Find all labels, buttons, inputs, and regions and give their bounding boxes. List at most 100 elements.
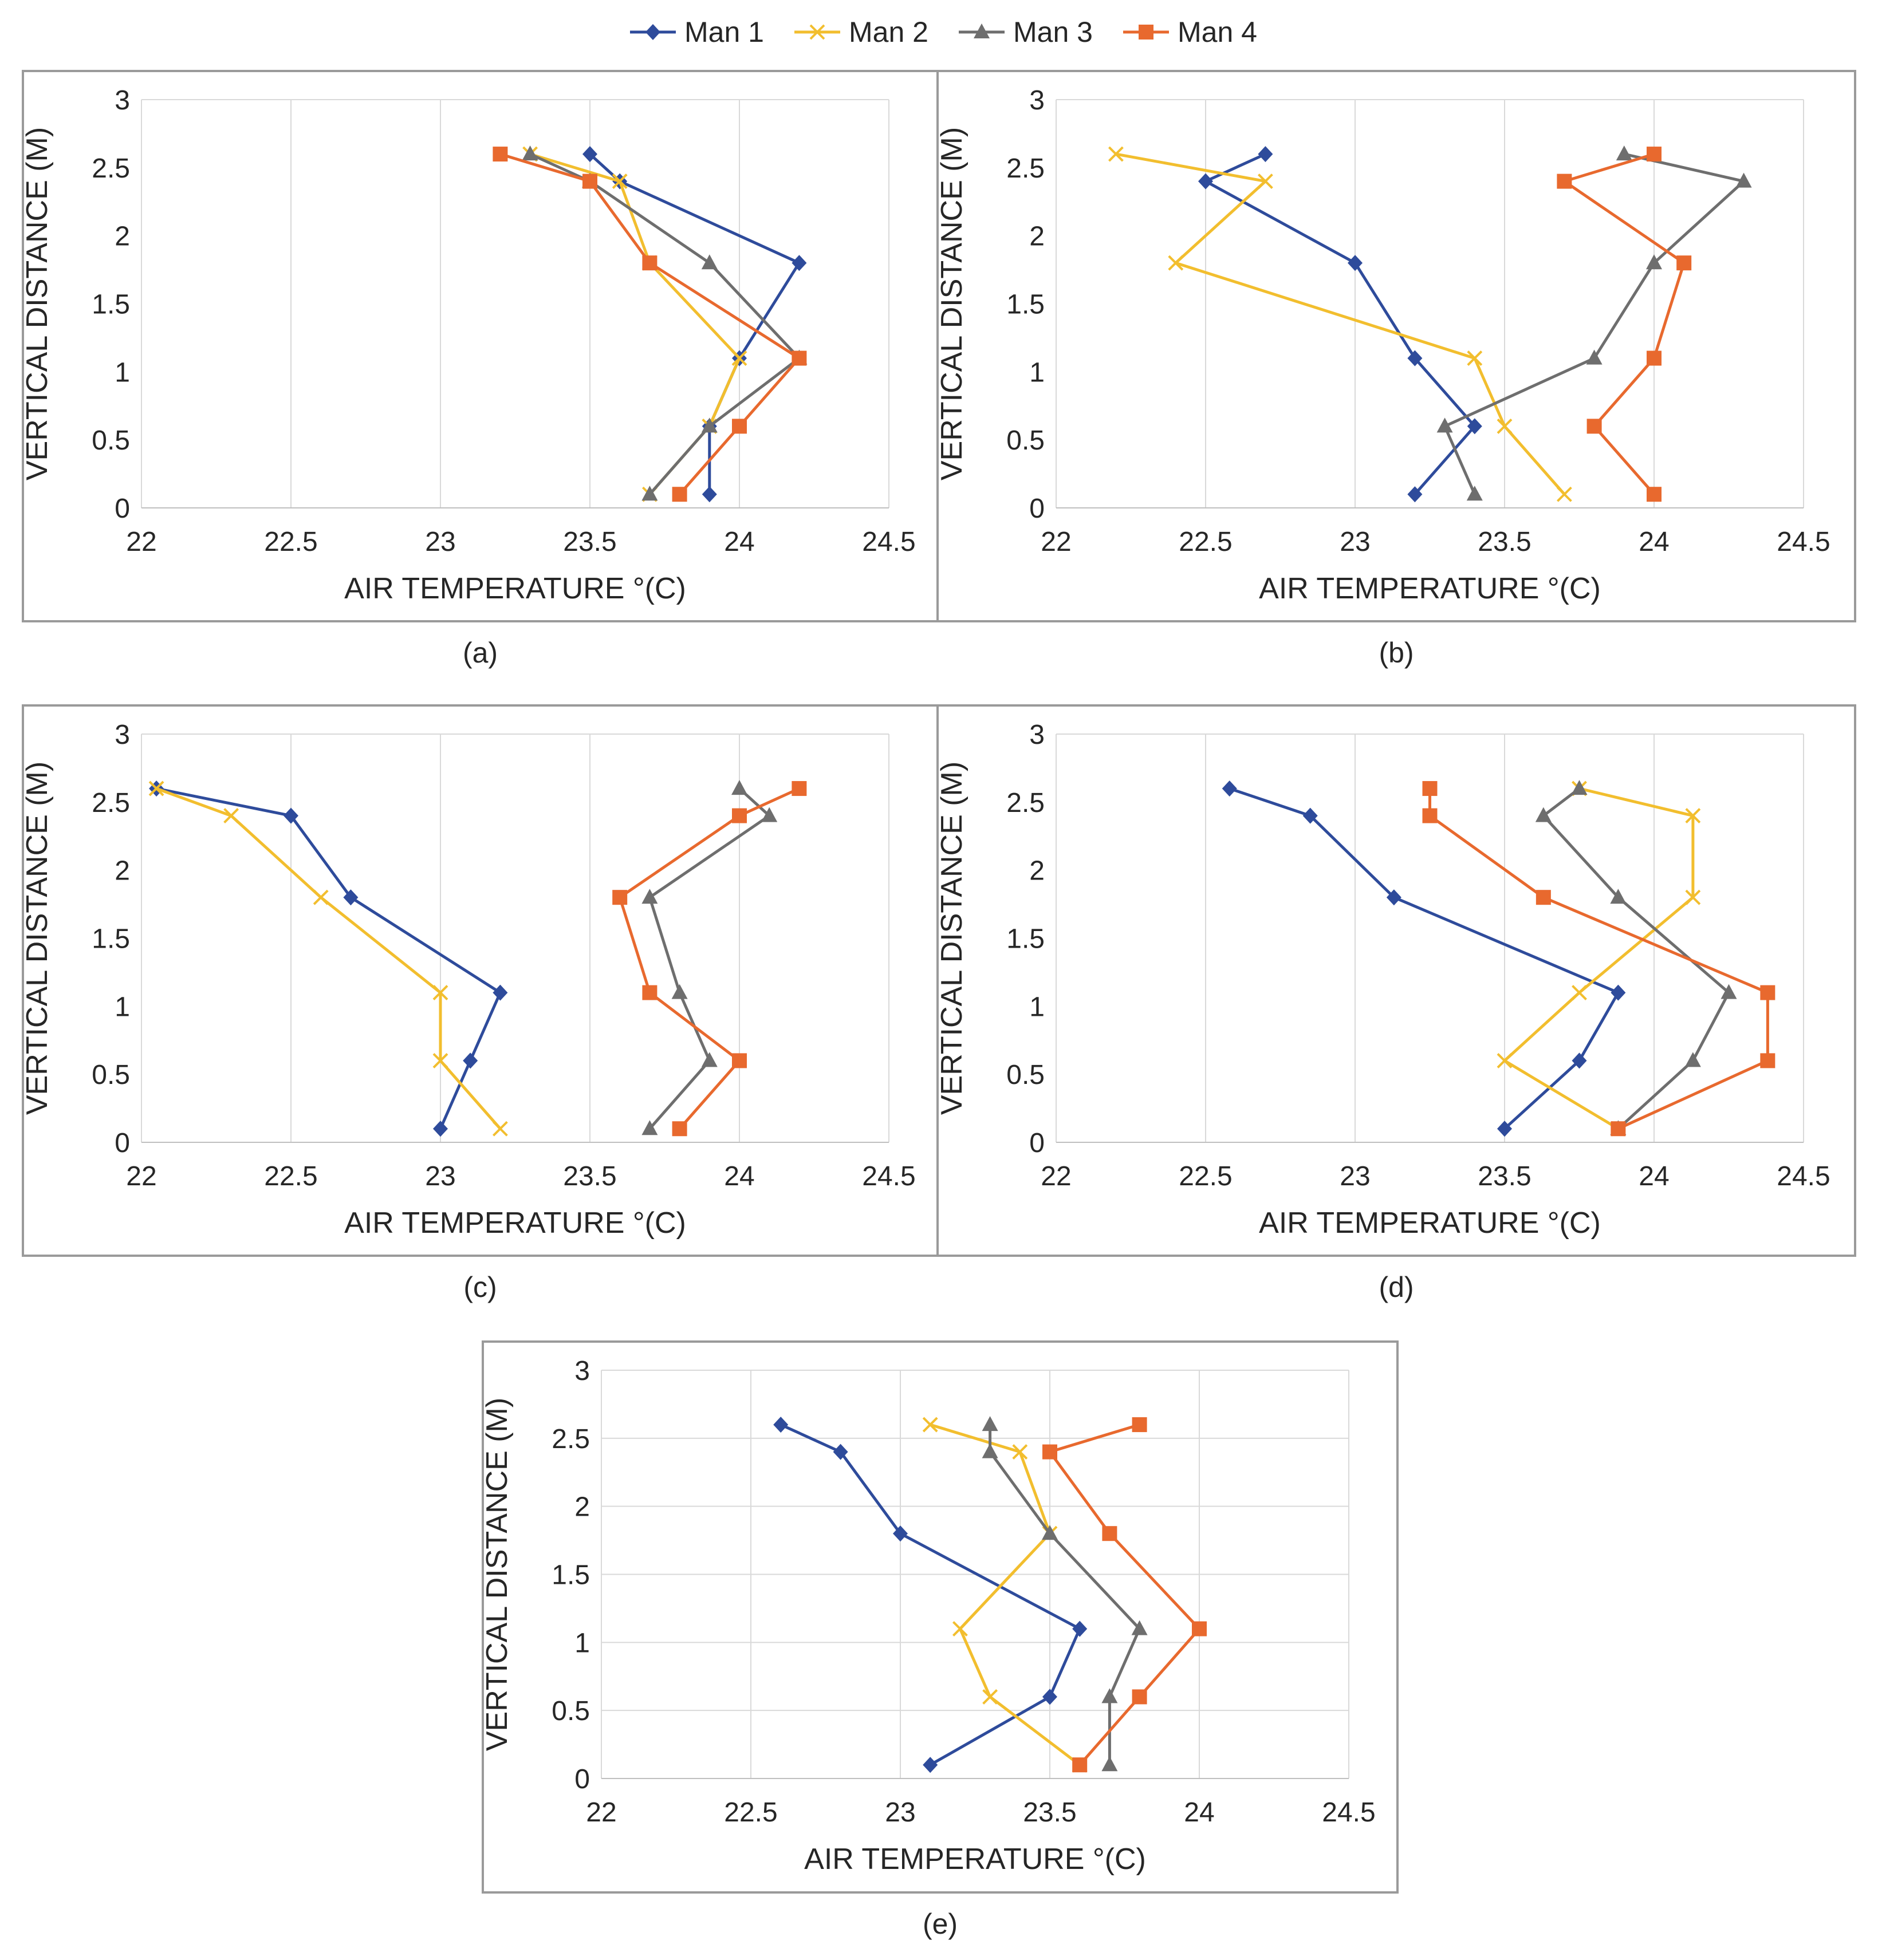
data-point-man-4	[1611, 1121, 1626, 1137]
legend-label-man-2: Man 2	[849, 16, 928, 48]
y-tick-label: 3	[574, 1356, 590, 1386]
data-point-man-4	[1042, 1444, 1057, 1460]
data-point-man-4	[1586, 419, 1602, 434]
series-man-2	[148, 780, 508, 1137]
data-point-man-4	[1192, 1621, 1207, 1636]
y-tick-label: 0	[115, 494, 130, 524]
data-point-man-4	[612, 890, 628, 905]
data-point-man-4	[642, 255, 658, 271]
y-tick-label: 2	[1029, 222, 1045, 252]
panel-caption: (a)	[463, 637, 498, 669]
data-point-man-3	[731, 780, 747, 795]
data-point-man-2	[1467, 350, 1483, 366]
data-point-man-4	[1647, 147, 1662, 162]
y-tick-label: 3	[115, 85, 130, 116]
data-point-man-1	[343, 889, 359, 906]
data-point-man-4	[732, 419, 747, 434]
y-tick-label: 2.5	[92, 788, 130, 818]
data-point-man-4	[1647, 487, 1662, 502]
panel-d-frame	[936, 704, 1856, 1257]
data-point-man-2-stroke	[982, 1689, 998, 1705]
series-man-4	[493, 147, 807, 502]
y-tick-label: 3	[1029, 85, 1045, 116]
panel-caption: (d)	[1379, 1271, 1414, 1303]
x-tick-label: 23.5	[1478, 1161, 1531, 1192]
x-tick-label: 24	[724, 527, 754, 557]
data-point-man-2	[1168, 255, 1184, 271]
data-point-man-1	[1572, 1052, 1587, 1069]
data-point-man-3	[1735, 172, 1752, 188]
data-point-man-2	[313, 889, 329, 905]
y-tick-label: 3	[115, 720, 130, 750]
data-point-man-3	[982, 1443, 998, 1458]
series-man-3	[1436, 145, 1752, 501]
series-man-1-line	[1229, 787, 1620, 1130]
data-point-man-2-stroke	[1556, 486, 1572, 502]
x-tick-label: 24.5	[862, 1161, 915, 1192]
data-point-man-3	[1720, 984, 1737, 999]
legend-label-man-4: Man 4	[1178, 16, 1257, 48]
panel-a-frame	[22, 70, 939, 622]
data-point-man-2	[1497, 418, 1513, 434]
x-tick-label: 23	[1340, 1161, 1370, 1192]
x-tick-label: 23	[425, 527, 455, 557]
series-man-3-line	[529, 152, 801, 495]
x-tick-label: 24.5	[1777, 1161, 1830, 1192]
y-tick-label: 2.5	[1006, 153, 1045, 184]
data-point-man-2	[1685, 808, 1701, 824]
data-point-man-4	[732, 808, 747, 823]
data-point-man-1	[1407, 350, 1423, 366]
data-point-man-1	[1611, 984, 1626, 1001]
data-point-man-1	[1386, 889, 1401, 906]
data-point-man-4	[493, 147, 508, 162]
data-point-man-3	[1535, 807, 1552, 822]
data-point-man-1	[493, 984, 508, 1001]
data-point-man-2-stroke	[1685, 889, 1701, 905]
y-axis-title: VERTICAL DISTANCE (M)	[21, 127, 54, 480]
data-point-man-1	[1072, 1620, 1088, 1637]
x-axis-title: AIR TEMPERATURE °(C)	[804, 1843, 1146, 1876]
y-tick-label: 1.5	[552, 1560, 590, 1591]
series-man-1-line	[780, 1423, 1081, 1766]
legend-entry-man-4: Man 4	[1123, 16, 1257, 48]
y-axis-title: VERTICAL DISTANCE (M)	[935, 127, 968, 480]
x-tick-label: 22	[126, 527, 156, 557]
data-point-man-4	[1557, 173, 1572, 189]
y-tick-label: 0.5	[1006, 425, 1045, 456]
data-point-man-4	[1536, 890, 1551, 905]
data-point-man-1	[1198, 173, 1213, 190]
data-point-man-2-stroke	[612, 173, 628, 190]
data-point-man-3	[641, 486, 658, 501]
y-tick-label: 1	[1029, 992, 1045, 1022]
data-point-man-2-stroke	[1497, 1052, 1513, 1068]
legend-entry-man-2: Man 2	[794, 16, 928, 48]
data-point-man-2	[922, 1417, 938, 1433]
y-tick-label: 1	[115, 357, 130, 388]
data-point-man-2	[1572, 985, 1587, 1000]
x-tick-label: 23.5	[563, 1161, 616, 1192]
x-tick-label: 22	[126, 1161, 156, 1192]
series-man-4-line	[618, 787, 800, 1130]
data-point-man-2-stroke	[1467, 350, 1483, 366]
panel-e-frame	[482, 1340, 1399, 1894]
x-tick-label: 24	[1639, 1161, 1669, 1192]
data-point-man-3	[522, 145, 538, 161]
data-point-man-1	[1258, 146, 1273, 163]
y-tick-label: 0	[1029, 1128, 1045, 1158]
data-point-man-1	[773, 1417, 789, 1433]
data-point-man-1	[582, 146, 597, 163]
data-point-man-1	[702, 486, 717, 503]
legend-marker-man-2	[809, 24, 825, 40]
data-point-man-1	[1348, 255, 1363, 271]
series-man-4-line	[499, 152, 801, 495]
y-tick-label: 1.5	[1006, 290, 1045, 320]
x-tick-label: 24	[1184, 1797, 1214, 1828]
data-point-man-1	[1302, 807, 1318, 824]
data-point-man-3	[1610, 889, 1627, 904]
x-axis-title: AIR TEMPERATURE °(C)	[1259, 572, 1601, 605]
x-tick-label: 22.5	[264, 1161, 317, 1192]
